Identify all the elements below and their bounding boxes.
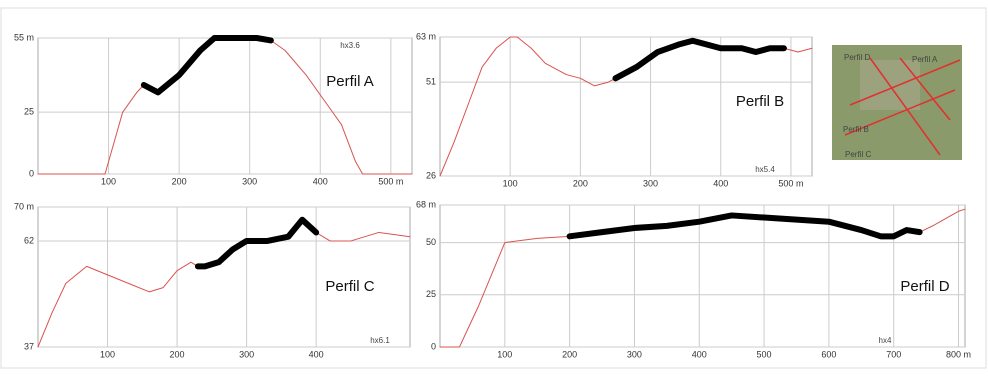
chart: 37 62 70 m 100 200 300 400 Perfil C hx6.1 xyxy=(14,201,411,359)
map-line xyxy=(869,57,941,156)
plot-area xyxy=(37,206,411,348)
y-tick-label: 55 m xyxy=(14,32,34,42)
y-tick-label: 0 xyxy=(431,341,436,351)
chart: 26 51 63 m 100 200 300 400 500 m Perfil B hx5.4 xyxy=(416,31,813,188)
chart-title: Perfil D xyxy=(900,278,949,295)
y-tick-label: 26 xyxy=(426,170,436,180)
annotation: hx5.4 xyxy=(755,165,775,174)
chart: 0 25 50 68 m 100 200 300 400 500 600 700 800 m Perfi… xyxy=(416,199,971,359)
y-tick-label: 68 m xyxy=(416,199,436,209)
map-inset: Perfil D Perfil A Perfil B Perfil C xyxy=(832,45,962,160)
y-tick-label: 37 xyxy=(24,341,34,351)
profile-line xyxy=(140,35,274,96)
x-tick-label: 700 xyxy=(886,349,901,359)
annotation: hx6.1 xyxy=(370,336,390,345)
chart-title: Perfil C xyxy=(325,278,374,295)
x-tick-label: 100 xyxy=(100,349,115,359)
x-tick-label: 100 xyxy=(101,176,116,186)
x-tick-label: 200 xyxy=(170,349,185,359)
x-tick-label: 500 m xyxy=(778,178,803,188)
x-tick-label: 200 xyxy=(172,176,187,186)
x-tick-label: 300 xyxy=(239,349,254,359)
x-tick-label: 400 xyxy=(692,349,707,359)
x-tick-label: 300 xyxy=(627,349,642,359)
chart-title: Perfil B xyxy=(736,93,784,110)
x-tick-label: 200 xyxy=(562,349,577,359)
plot-area xyxy=(439,36,813,177)
y-tick-label: 63 m xyxy=(416,31,436,41)
x-tick-label: 100 xyxy=(497,349,512,359)
x-tick-label: 500 xyxy=(757,349,772,359)
x-tick-label: 300 xyxy=(242,176,257,186)
map-label: Perfil C xyxy=(845,150,871,159)
profile-line xyxy=(194,216,320,270)
y-tick-label: 51 xyxy=(426,76,436,86)
chart-title: Perfil A xyxy=(326,73,374,90)
y-tick-label: 50 xyxy=(426,237,436,247)
x-tick-label: 200 xyxy=(573,178,588,188)
profile-line xyxy=(566,212,923,240)
x-tick-label: 300 xyxy=(643,178,658,188)
map-label: Perfil D xyxy=(844,53,870,62)
map-line xyxy=(844,89,956,136)
x-tick-label: 500 m xyxy=(378,176,403,186)
plot-area xyxy=(439,204,966,348)
y-tick-label: 70 m xyxy=(14,201,34,211)
map-line xyxy=(849,59,961,106)
annotation: hx4 xyxy=(879,336,892,345)
chart: 0 25 55 m 100 200 300 400 500 m Perfil A hx3.6 xyxy=(14,32,413,186)
map-line xyxy=(899,57,951,121)
x-tick-label: 400 xyxy=(313,176,328,186)
x-tick-label: 600 xyxy=(821,349,836,359)
y-tick-label: 62 xyxy=(24,235,34,245)
y-tick-label: 0 xyxy=(29,168,34,178)
map-label: Perfil B xyxy=(843,125,869,134)
x-tick-label: 400 xyxy=(309,349,324,359)
plot-area xyxy=(37,37,413,175)
map-label: Perfil A xyxy=(912,55,938,64)
annotation: hx3.6 xyxy=(340,41,360,50)
x-tick-label: 800 m xyxy=(946,349,971,359)
x-tick-label: 400 xyxy=(713,178,728,188)
x-tick-label: 100 xyxy=(503,178,518,188)
profile-line xyxy=(612,37,787,82)
y-tick-label: 25 xyxy=(24,107,34,117)
y-tick-label: 25 xyxy=(426,289,436,299)
